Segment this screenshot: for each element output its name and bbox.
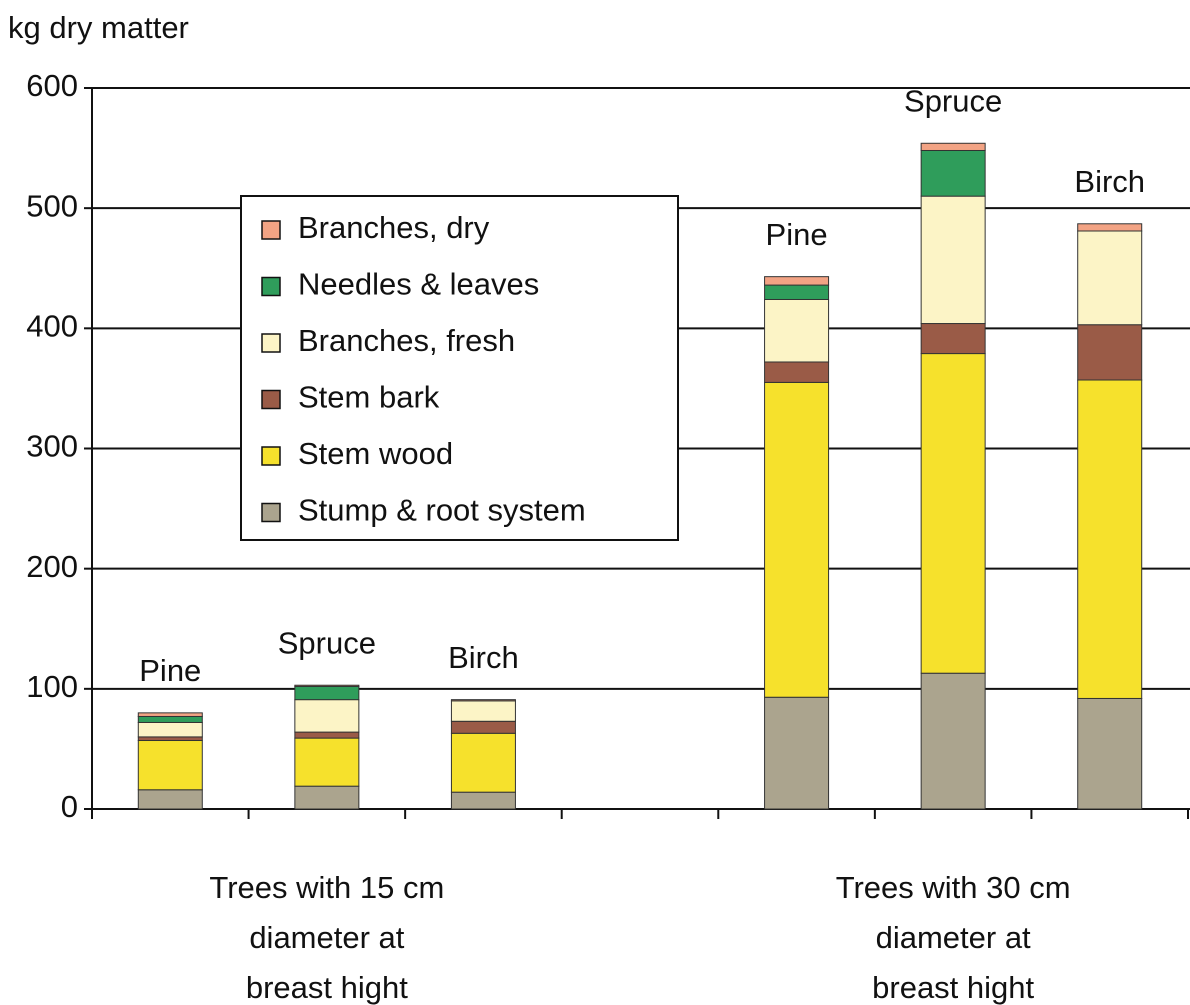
group-label: breast hight [872, 970, 1034, 1005]
y-tick-label: 300 [26, 429, 78, 464]
bar-segment [450, 699, 516, 702]
bar-segment [1077, 223, 1143, 232]
bar-segment [450, 732, 516, 793]
bar-segment [1077, 697, 1143, 810]
bar-segment [764, 381, 830, 698]
bar-label: Pine [766, 217, 828, 252]
bar-segment [137, 715, 203, 723]
group-label: diameter at [876, 920, 1031, 955]
legend-swatch [261, 446, 281, 466]
legend-swatch [261, 220, 281, 240]
group-label: diameter at [249, 920, 404, 955]
bar-segment [450, 791, 516, 810]
bar-segment [920, 323, 986, 355]
legend-label: Stem bark [298, 380, 440, 415]
y-tick-label: 400 [26, 309, 78, 344]
bar-segment [764, 284, 830, 300]
bar-segment [1077, 379, 1143, 699]
y-tick-label: 600 [26, 68, 78, 103]
bar-segment [137, 736, 203, 742]
bar-segment [1077, 324, 1143, 381]
bar-label: Spruce [278, 625, 376, 660]
legend-label: Branches, dry [298, 210, 490, 245]
bar-label: Birch [1074, 164, 1145, 199]
y-tick-label: 200 [26, 549, 78, 584]
bar-segment [137, 789, 203, 810]
legend-label: Needles & leaves [298, 267, 539, 302]
bar-segment [920, 195, 986, 325]
legend-swatch [261, 389, 281, 410]
y-tick-label: 500 [26, 188, 78, 223]
group-label: breast hight [246, 970, 408, 1005]
group-label: Trees with 15 cm [209, 870, 444, 905]
bar-label: Spruce [904, 83, 1002, 118]
bar-label: Pine [139, 653, 201, 688]
legend-box [240, 195, 679, 541]
bar-segment [137, 721, 203, 738]
legend-swatch [261, 502, 281, 523]
bar-segment [294, 737, 360, 787]
y-tick-label: 0 [61, 789, 78, 824]
bar-segment [294, 684, 360, 687]
y-axis-label: kg dry matter [8, 10, 189, 45]
bar-segment [294, 699, 360, 733]
legend-label: Stem wood [298, 436, 453, 471]
legend: Stump & root system Stem wood Stem bark Bra… [240, 195, 679, 541]
bar-segment [137, 712, 203, 717]
bar-segment [294, 785, 360, 810]
bar-segment [920, 142, 986, 151]
legend-swatch [261, 276, 281, 297]
bar-segment [1077, 230, 1143, 326]
legend-label: Branches, fresh [298, 323, 515, 358]
legend-swatch [261, 333, 281, 353]
bar-segment [764, 696, 830, 810]
bar-segment [137, 740, 203, 791]
group-label: Trees with 30 cm [836, 870, 1071, 905]
legend-label: Stump & root system [298, 493, 586, 528]
bar-segment [294, 731, 360, 739]
bar-segment [764, 361, 830, 383]
bar-segment [920, 353, 986, 674]
y-tick-label: 100 [26, 669, 78, 704]
bar-segment [450, 720, 516, 734]
bar-label: Birch [448, 640, 519, 675]
bar-segment [920, 149, 986, 197]
bar-segment [764, 276, 830, 286]
bar-segment [294, 685, 360, 701]
bar-segment [764, 298, 830, 363]
bar-segment [920, 672, 986, 810]
bar-segment [450, 700, 516, 722]
